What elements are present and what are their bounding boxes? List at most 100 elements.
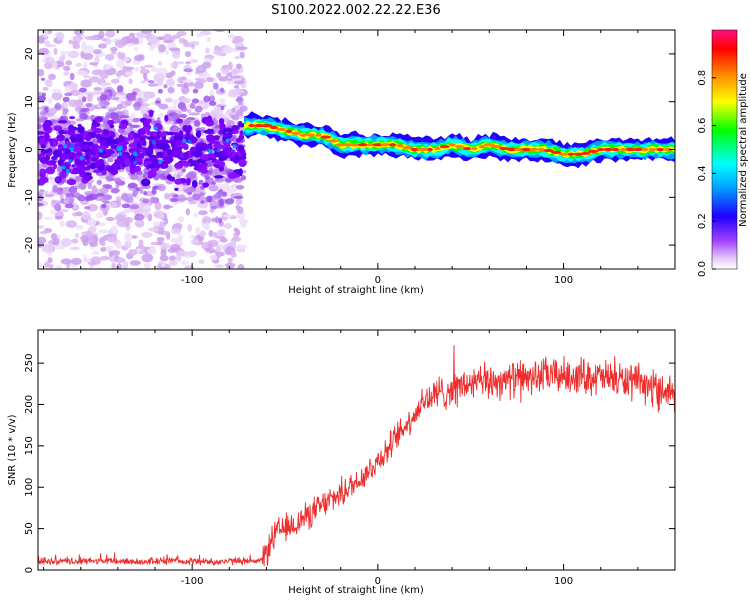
noise-blob — [41, 92, 46, 98]
noise-blob — [129, 204, 140, 210]
noise-blob — [221, 65, 229, 69]
noise-blob — [133, 55, 144, 62]
ridge-core — [603, 147, 614, 152]
noise-core-blob — [174, 187, 179, 192]
noise-blob — [98, 175, 107, 180]
ridge-core — [514, 147, 524, 152]
noise-blob — [186, 109, 192, 114]
noise-blob — [104, 245, 114, 250]
noise-blob — [140, 106, 152, 116]
ridge-core — [327, 139, 339, 143]
noise-blob — [151, 188, 157, 195]
noise-core-blob — [158, 133, 167, 137]
ridge-core — [478, 145, 485, 149]
noise-blob — [85, 102, 93, 108]
noise-core-blob — [40, 149, 49, 153]
noise-core-blob — [193, 150, 202, 158]
noise-blob — [72, 40, 80, 49]
noise-blob — [38, 195, 44, 202]
noise-blob — [224, 177, 234, 183]
noise-speck — [187, 139, 192, 144]
noise-blob — [171, 49, 181, 59]
noise-blob — [115, 59, 125, 68]
noise-core-blob — [168, 176, 173, 182]
noise-core-blob — [68, 124, 75, 132]
noise-blob — [198, 210, 208, 216]
noise-blob — [235, 204, 241, 211]
noise-core-blob — [109, 124, 115, 129]
noise-core-blob — [111, 139, 119, 145]
noise-blob — [91, 250, 100, 256]
noise-blob — [172, 114, 181, 120]
noise-blob — [65, 85, 71, 93]
noise-blob — [52, 184, 58, 193]
noise-blob — [54, 203, 62, 212]
noise-blob — [128, 248, 138, 256]
noise-blob — [240, 221, 247, 228]
noise-blob — [201, 72, 211, 80]
noise-blob — [38, 236, 47, 245]
noise-blob — [208, 230, 214, 238]
noise-core-blob — [213, 143, 223, 149]
noise-blob — [38, 122, 42, 130]
noise-core-blob — [175, 139, 183, 146]
noise-blob — [64, 196, 75, 203]
noise-core-blob — [53, 125, 63, 132]
noise-core-blob — [235, 138, 242, 143]
noise-blob — [231, 67, 240, 76]
noise-blob — [65, 220, 78, 228]
noise-blob — [176, 173, 181, 180]
snr-ytick-label: 50 — [24, 522, 35, 535]
snr-ytick-label: 100 — [24, 478, 35, 497]
noise-blob — [233, 84, 240, 89]
noise-blob — [80, 107, 90, 112]
noise-core-blob — [52, 139, 57, 147]
noise-blob — [55, 264, 63, 269]
noise-core-blob — [87, 132, 95, 137]
noise-blob — [47, 97, 53, 105]
ridge-core — [285, 129, 293, 133]
noise-blob — [163, 84, 168, 89]
noise-blob — [82, 75, 91, 79]
noise-core-blob — [90, 157, 98, 162]
noise-blob — [68, 39, 74, 45]
noise-blob — [177, 215, 185, 223]
noise-blob — [87, 218, 97, 226]
noise-blob — [214, 30, 226, 33]
noise-core-blob — [185, 129, 191, 137]
noise-core-blob — [86, 159, 91, 165]
noise-speck — [99, 148, 104, 153]
noise-blob — [233, 80, 245, 85]
noise-blob — [152, 221, 161, 227]
spectrogram-ytick-label: 10 — [24, 95, 35, 108]
noise-core-blob — [46, 129, 52, 134]
noise-blob — [201, 61, 212, 69]
noise-blob — [62, 65, 71, 71]
noise-blob — [47, 257, 53, 264]
noise-blob — [56, 187, 64, 195]
noise-core-blob — [102, 129, 110, 136]
noise-core-blob — [85, 136, 92, 142]
noise-blob — [218, 76, 229, 82]
noise-blob — [41, 116, 48, 121]
noise-blob — [232, 185, 238, 193]
noise-blob — [96, 179, 103, 185]
noise-blob — [205, 47, 211, 54]
noise-blob — [116, 263, 123, 269]
ridge-core — [248, 124, 255, 128]
noise-blob — [88, 193, 98, 200]
noise-blob — [232, 89, 245, 95]
noise-blob — [229, 75, 241, 79]
noise-blob — [80, 235, 89, 243]
noise-core-blob — [101, 169, 107, 176]
noise-core-blob — [214, 159, 224, 165]
noise-core-blob — [75, 159, 86, 166]
noise-blob — [98, 43, 107, 49]
noise-blob — [156, 213, 165, 219]
ridge-core — [550, 150, 562, 154]
noise-blob — [156, 236, 165, 243]
noise-core-blob — [53, 163, 58, 170]
noise-core-blob — [167, 140, 176, 144]
noise-blob — [87, 182, 92, 190]
noise-core-blob — [127, 132, 135, 141]
